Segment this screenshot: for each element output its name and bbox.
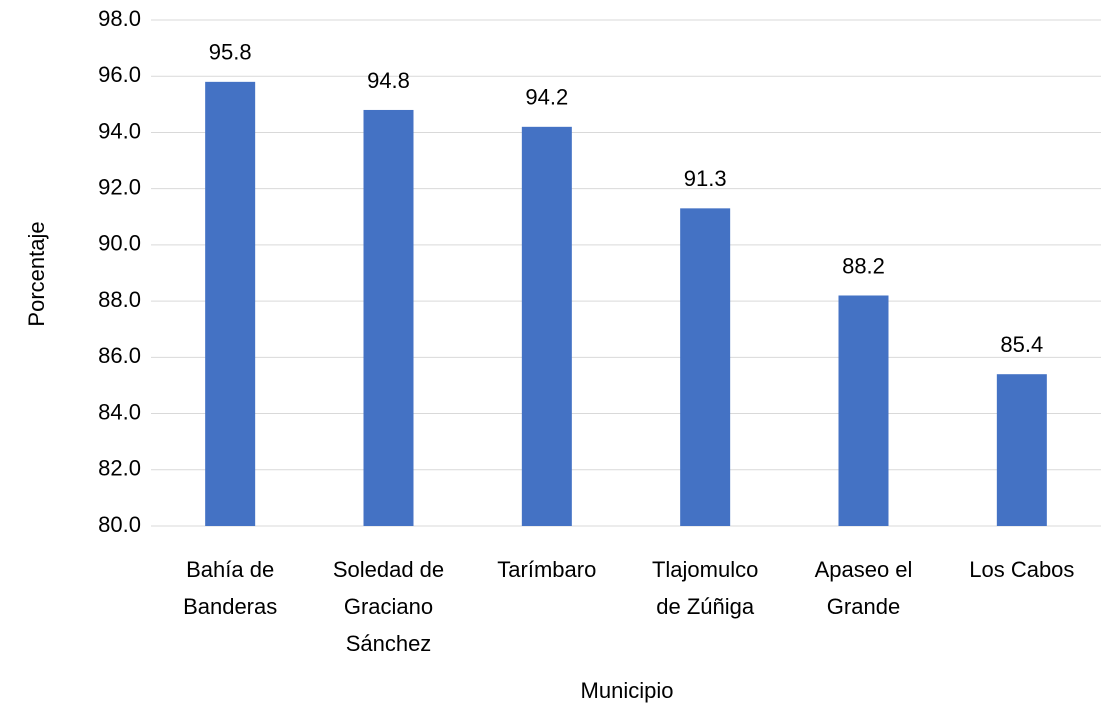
y-tick-label: 92.0 <box>98 174 141 199</box>
data-label: 94.2 <box>525 85 568 110</box>
y-tick-label: 82.0 <box>98 456 141 481</box>
x-tick-label: Tlajomulco de Zúñiga <box>652 557 758 619</box>
y-tick-label: 86.0 <box>98 343 141 368</box>
y-tick-label: 84.0 <box>98 399 141 424</box>
y-tick-label: 98.0 <box>98 6 141 31</box>
x-tick-label: Soledad de Graciano Sánchez <box>333 557 444 656</box>
y-tick-label: 90.0 <box>98 231 141 256</box>
x-tick-label: Bahía de Banderas <box>183 557 277 619</box>
y-tick-label: 94.0 <box>98 118 141 143</box>
bar <box>521 126 572 527</box>
x-tick-label: Apaseo el Grande <box>815 557 913 619</box>
y-axis-label: Porcentaje <box>24 221 49 326</box>
x-tick-label: Los Cabos <box>969 557 1074 582</box>
data-label: 85.4 <box>1000 332 1043 357</box>
data-label: 95.8 <box>209 40 252 65</box>
bar <box>838 295 889 526</box>
bar <box>996 374 1047 526</box>
data-label: 91.3 <box>684 166 727 191</box>
data-label: 94.8 <box>367 68 410 93</box>
x-axis-label: Municipio <box>581 678 674 703</box>
y-tick-label: 88.0 <box>98 287 141 312</box>
bar <box>680 208 731 526</box>
y-tick-label: 80.0 <box>98 512 141 537</box>
bar <box>205 81 256 526</box>
bar <box>363 109 414 526</box>
y-tick-label: 96.0 <box>98 62 141 87</box>
x-tick-label: Tarímbaro <box>497 557 596 582</box>
data-label: 88.2 <box>842 253 885 278</box>
